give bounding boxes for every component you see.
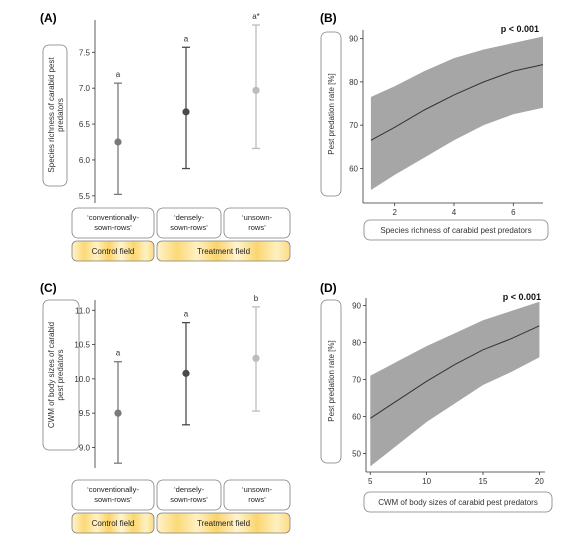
y-tick-label: 80: [352, 338, 361, 347]
panel-b-xlabel-box: Species richness of carabid pest predato…: [363, 219, 549, 241]
mean-point: [114, 138, 122, 146]
y-tick-label: 5.5: [79, 192, 91, 201]
mean-point: [182, 108, 190, 116]
y-tick-label: 90: [352, 301, 361, 310]
panel-a-letter: (A): [40, 11, 57, 25]
y-tick-label: 11.0: [75, 306, 91, 315]
category-label: ‘conventionally-sown-rows’: [87, 213, 139, 232]
control-field-label: Control field: [92, 519, 135, 528]
y-tick-label: 6.5: [79, 120, 91, 129]
category-box: [223, 207, 291, 239]
panel-d-plot: 50 60 70 80 90 5 10 15 20 p < 0.001: [352, 292, 545, 486]
confidence-band: [370, 36, 543, 190]
panel-b-plot: 60 70 80 90 2 4 6 p < 0.001: [349, 24, 544, 217]
category-box: [71, 479, 155, 511]
treatment-field-box: [156, 512, 291, 534]
y-tick-label: 6.0: [79, 156, 91, 165]
panel-b-ylabel: Pest predation rate [%]: [327, 73, 336, 154]
panel-c-letter: (C): [40, 281, 57, 295]
category-label: ‘densely-sown-rows’: [170, 485, 208, 504]
y-tick-label: 7.5: [79, 48, 91, 57]
category-label: ‘conventionally-sown-rows’: [87, 485, 139, 504]
x-tick-label: 20: [535, 477, 544, 486]
category-label: ‘densely-sown-rows’: [170, 213, 208, 232]
panel-c-ylabel: CWM of body sizes of carabidpest predato…: [47, 322, 65, 428]
y-tick-label: 70: [352, 375, 361, 384]
mean-point: [252, 86, 260, 94]
control-field-label: Control field: [92, 247, 135, 256]
fitted-line: [370, 64, 544, 141]
mean-point: [252, 354, 260, 362]
panel-d-ylabel: Pest predation rate [%]: [327, 340, 336, 421]
panel-b: (B) Pest predation rate [%] Species rich…: [320, 11, 549, 241]
control-field-box: [71, 240, 155, 262]
mean-point: [182, 369, 190, 377]
panel-a-categories: ‘conventionally-sown-rows’ ‘densely-sown-…: [71, 207, 291, 262]
x-tick-label: 6: [511, 208, 516, 217]
panel-d-xlabel-box: CWM of body sizes of carabid pest predat…: [363, 491, 553, 513]
x-tick-label: 4: [452, 208, 457, 217]
category-box: [156, 207, 222, 239]
y-tick-label: 7.0: [79, 84, 91, 93]
significance-letter: a: [184, 310, 189, 319]
category-label: ‘unsown-rows’: [242, 213, 273, 232]
panel-d-ylabel-box: Pest predation rate [%]: [320, 299, 342, 464]
panel-d-xlabel: CWM of body sizes of carabid pest predat…: [378, 498, 538, 507]
p-value-annotation: p < 0.001: [501, 24, 539, 34]
mean-point: [114, 409, 122, 417]
panel-b-letter: (B): [320, 11, 337, 25]
panel-a-ylabel-box: Species richness of carabid pestpredator…: [42, 44, 68, 187]
panel-d: (D) Pest predation rate [%] CWM of body …: [320, 281, 553, 513]
panel-a-plot: 5.5 6.0 6.5 7.0 7.5 a a a*: [79, 12, 260, 203]
panel-b-ylabel-box: Pest predation rate [%]: [320, 31, 342, 197]
treatment-field-box: [156, 240, 291, 262]
panel-c-plot: 9.0 9.5 10.0 10.5 11.0 a a b: [74, 294, 260, 468]
category-box: [71, 207, 155, 239]
treatment-field-label: Treatment field: [197, 519, 250, 528]
significance-letter: b: [254, 294, 259, 303]
panel-b-xlabel: Species richness of carabid pest predato…: [380, 226, 531, 235]
category-box: [223, 479, 291, 511]
category-label: ‘unsown-rows’: [242, 485, 273, 504]
x-tick-label: 10: [422, 477, 431, 486]
significance-letter: a: [116, 349, 121, 358]
control-field-box: [71, 512, 155, 534]
y-tick-label: 60: [349, 164, 358, 173]
y-tick-label: 90: [349, 35, 358, 44]
panel-c: (C) CWM of body sizes of carabidpest pre…: [40, 281, 291, 534]
treatment-field-label: Treatment field: [197, 247, 250, 256]
y-tick-label: 9.0: [79, 443, 91, 452]
p-value-annotation: p < 0.001: [503, 292, 541, 302]
x-tick-label: 2: [392, 208, 397, 217]
y-tick-label: 60: [352, 412, 361, 421]
significance-letter: a: [116, 70, 121, 79]
y-tick-label: 10.0: [74, 375, 90, 384]
panel-a-ylabel: Species richness of carabid pestpredator…: [47, 57, 65, 173]
y-tick-label: 10.5: [74, 341, 90, 350]
x-tick-label: 15: [479, 477, 488, 486]
y-tick-label: 70: [349, 121, 358, 130]
y-tick-label: 9.5: [79, 409, 91, 418]
y-tick-label: 50: [352, 449, 361, 458]
panel-c-ylabel-box: CWM of body sizes of carabidpest predato…: [42, 299, 80, 451]
significance-letter: a*: [252, 12, 260, 21]
panel-c-categories: ‘conventionally-sown-rows’ ‘densely-sown-…: [71, 479, 291, 534]
significance-letter: a: [184, 34, 189, 43]
x-tick-label: 5: [368, 477, 373, 486]
category-box: [156, 479, 222, 511]
y-tick-label: 80: [349, 78, 358, 87]
fitted-line: [370, 325, 540, 419]
panel-d-letter: (D): [320, 281, 337, 295]
confidence-band: [370, 301, 540, 467]
panel-a: (A) Species richness of carabid pestpred…: [40, 11, 291, 262]
